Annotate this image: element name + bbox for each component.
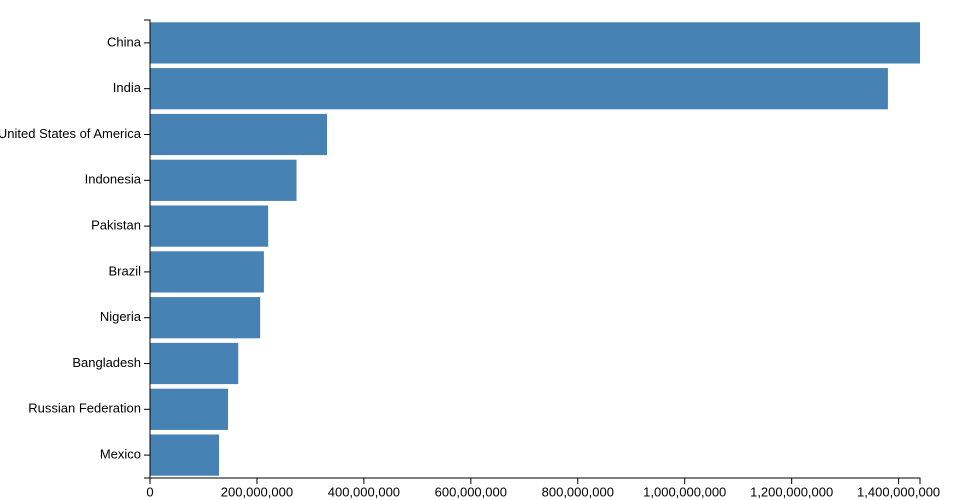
y-tick-label: Indonesia [85, 172, 142, 187]
x-tick-label: 1,000,000,000 [643, 484, 726, 499]
y-tick-label: Pakistan [91, 218, 141, 233]
x-tick-label: 400,000,000 [328, 484, 400, 499]
y-tick-label: Bangladesh [72, 355, 141, 370]
bar [150, 342, 239, 385]
y-tick-label: Nigeria [100, 309, 142, 324]
x-tick-label: 600,000,000 [435, 484, 507, 499]
bar [150, 68, 888, 110]
y-tick-label: United States of America [0, 126, 142, 141]
x-tick-label: 1,200,000,000 [750, 484, 833, 499]
y-tick-label: Brazil [108, 263, 141, 278]
y-tick-label: Mexico [100, 447, 141, 462]
bar [150, 205, 269, 247]
y-tick-label: China [107, 34, 142, 49]
y-axis-line [144, 19, 151, 479]
y-tick-label: Russian Federation [28, 401, 141, 416]
bar [150, 434, 219, 476]
bar [150, 388, 229, 430]
bar [150, 113, 327, 156]
bar [150, 159, 297, 201]
x-tick-label: 200,000,000 [221, 484, 293, 499]
bar [150, 251, 264, 293]
x-axis-line [149, 477, 921, 484]
bar [150, 22, 920, 64]
y-tick-label: India [113, 80, 142, 95]
x-tick-label: 800,000,000 [542, 484, 614, 499]
x-tick-label: 1,400,000,000 [857, 484, 940, 499]
bar [150, 297, 261, 339]
x-tick-label: 0 [146, 484, 153, 499]
